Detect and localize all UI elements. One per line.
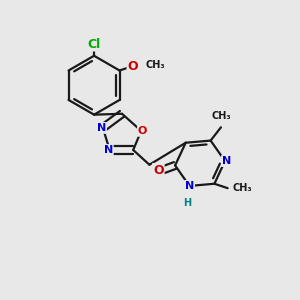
Text: O: O xyxy=(138,126,147,136)
Text: CH₃: CH₃ xyxy=(232,183,252,193)
Text: N: N xyxy=(97,123,106,133)
Text: O: O xyxy=(128,60,138,73)
Text: Cl: Cl xyxy=(87,38,101,50)
Text: CH₃: CH₃ xyxy=(145,60,165,70)
Text: N: N xyxy=(185,181,194,191)
Text: CH₃: CH₃ xyxy=(211,111,231,121)
Text: N: N xyxy=(103,145,113,155)
Text: N: N xyxy=(222,156,231,166)
Text: H: H xyxy=(183,198,191,208)
Text: O: O xyxy=(153,164,164,177)
